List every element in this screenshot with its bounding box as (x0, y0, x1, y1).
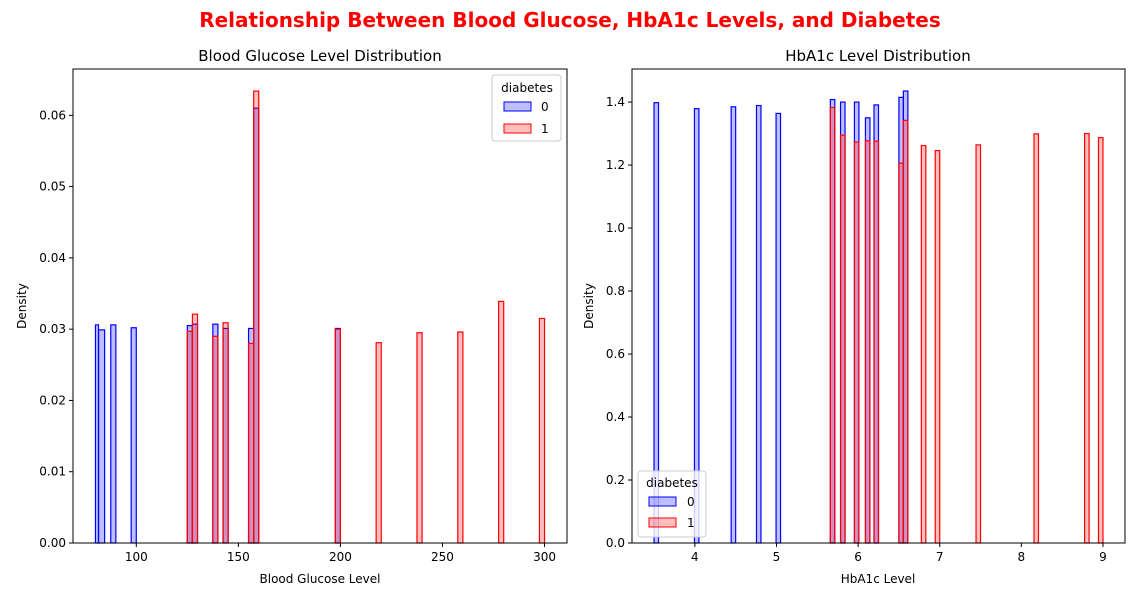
blood-glucose-bar-class1-4 (247, 342, 255, 544)
hba1c-y-tick-label: 0.2 (606, 473, 625, 487)
blood-glucose-bar-class1-2 (212, 335, 219, 544)
blood-glucose-y-axis-label: Density (15, 283, 29, 329)
hba1c-bar-class0-4 (775, 112, 782, 544)
blood-glucose-x-tick-label: 150 (227, 550, 250, 564)
hba1c-bar-class1-4 (873, 140, 880, 544)
hba1c-y-tick-label: 1.4 (606, 95, 625, 109)
blood-glucose-y-tick-label: 0.01 (39, 465, 66, 479)
blood-glucose-bar-class0-1 (97, 329, 106, 544)
blood-glucose-bar-class1-7 (375, 342, 382, 544)
hba1c-bar-class1-7 (920, 144, 927, 544)
blood-glucose-x-tick-label: 200 (329, 550, 352, 564)
hba1c-x-axis-label: HbA1c Level (841, 572, 916, 586)
blood-glucose-legend: diabetes 0 1 (491, 74, 562, 142)
legend-title: diabetes (646, 476, 698, 490)
legend-swatch-0 (648, 496, 677, 507)
blood-glucose-x-tick-label: 250 (431, 550, 454, 564)
blood-glucose-y-tick-label: 0.03 (39, 322, 66, 336)
hba1c-bar-class1-2 (853, 141, 860, 544)
hba1c-chart-title: HbA1c Level Distribution (785, 47, 971, 65)
hba1c-bar-class0-2 (730, 106, 737, 544)
blood-glucose-y-tick-label: 0.02 (39, 393, 66, 407)
hba1c-y-tick-label: 0.0 (606, 536, 625, 550)
figure-title: Relationship Between Blood Glucose, HbA1… (199, 8, 941, 32)
hba1c-y-tick-label: 0.8 (606, 284, 625, 298)
legend-label-0: 0 (541, 100, 549, 114)
legend-box (637, 470, 707, 538)
blood-glucose-bar-class1-11 (538, 317, 546, 544)
blood-glucose-bar-class1-5 (253, 90, 260, 544)
blood-glucose-x-axis-label: Blood Glucose Level (260, 572, 381, 586)
hba1c-bar-class1-5 (898, 162, 904, 544)
hba1c-y-tick-label: 0.6 (606, 347, 625, 361)
hba1c-y-tick-label: 0.4 (606, 410, 625, 424)
hba1c-bar-class1-9 (975, 144, 982, 544)
hba1c-bar-class1-6 (902, 119, 909, 544)
hba1c-x-tick-label: 7 (936, 550, 944, 564)
hba1c-bar-class1-8 (934, 149, 941, 544)
hba1c-plot-frame (631, 68, 1126, 544)
hba1c-x-tick-label: 8 (1018, 550, 1026, 564)
blood-glucose-y-tick-label: 0.00 (39, 536, 66, 550)
blood-glucose-bar-class1-10 (498, 300, 505, 544)
blood-glucose-bar-class1-8 (416, 332, 423, 544)
legend-label-0: 0 (687, 495, 695, 509)
legend-swatch-0 (503, 101, 532, 112)
hba1c-bar-class1-11 (1083, 132, 1090, 544)
legend-swatch-1 (503, 123, 532, 134)
legend-swatch-1 (648, 517, 677, 528)
blood-glucose-plot-frame (72, 68, 568, 544)
blood-glucose-bar-class1-1 (191, 313, 199, 544)
hba1c-x-tick-label: 6 (854, 550, 862, 564)
hba1c-x-tick-label: 9 (1099, 550, 1107, 564)
hba1c-bar-class1-12 (1097, 137, 1104, 544)
hba1c-bar-class1-3 (864, 140, 871, 544)
blood-glucose-y-tick-label: 0.04 (39, 251, 66, 265)
blood-glucose-bar-class1-6 (334, 328, 342, 544)
hba1c-x-tick-label: 4 (691, 550, 699, 564)
hba1c-bar-class0-3 (755, 104, 762, 544)
legend-label-1: 1 (687, 516, 695, 530)
blood-glucose-panel: Blood Glucose Level Distribution 100 150 2… (15, 47, 568, 586)
hba1c-bar-class1-1 (839, 134, 846, 544)
blood-glucose-bar-class0-3 (130, 327, 137, 544)
hba1c-y-axis-label: Density (582, 283, 596, 329)
blood-glucose-y-tick-label: 0.05 (39, 180, 66, 194)
hba1c-bar-class1-10 (1033, 133, 1040, 544)
blood-glucose-chart-title: Blood Glucose Level Distribution (198, 47, 442, 65)
blood-glucose-x-tick-label: 300 (533, 550, 556, 564)
hba1c-legend: diabetes 0 1 (637, 470, 707, 538)
legend-title: diabetes (501, 81, 553, 95)
hba1c-y-tick-label: 1.2 (606, 158, 625, 172)
legend-label-1: 1 (541, 122, 549, 136)
blood-glucose-bar-class0-2 (110, 324, 117, 544)
blood-glucose-x-tick-label: 100 (125, 550, 148, 564)
blood-glucose-bar-class1-9 (457, 331, 464, 544)
hba1c-bar-class1-0 (829, 106, 836, 544)
hba1c-y-tick-label: 1.0 (606, 221, 625, 235)
blood-glucose-bar-class1-0 (186, 330, 194, 544)
hba1c-x-tick-label: 5 (773, 550, 781, 564)
hba1c-panel: HbA1c Level Distribution 4 5 6 7 8 9 0.0 0.2 0.4… (582, 47, 1126, 586)
blood-glucose-bar-class1-3 (222, 322, 229, 544)
blood-glucose-y-tick-label: 0.06 (39, 108, 66, 122)
